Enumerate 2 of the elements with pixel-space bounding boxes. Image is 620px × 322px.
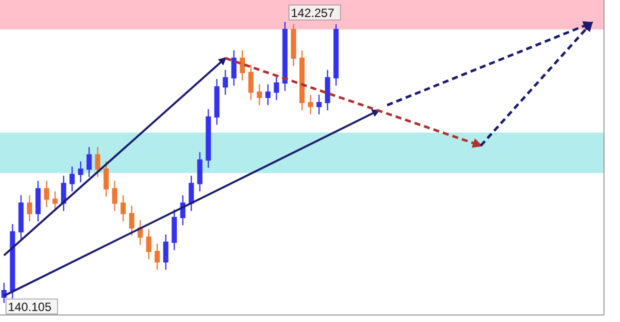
annotation: 140.105 [8, 300, 52, 314]
text: 142.257 [290, 6, 335, 20]
